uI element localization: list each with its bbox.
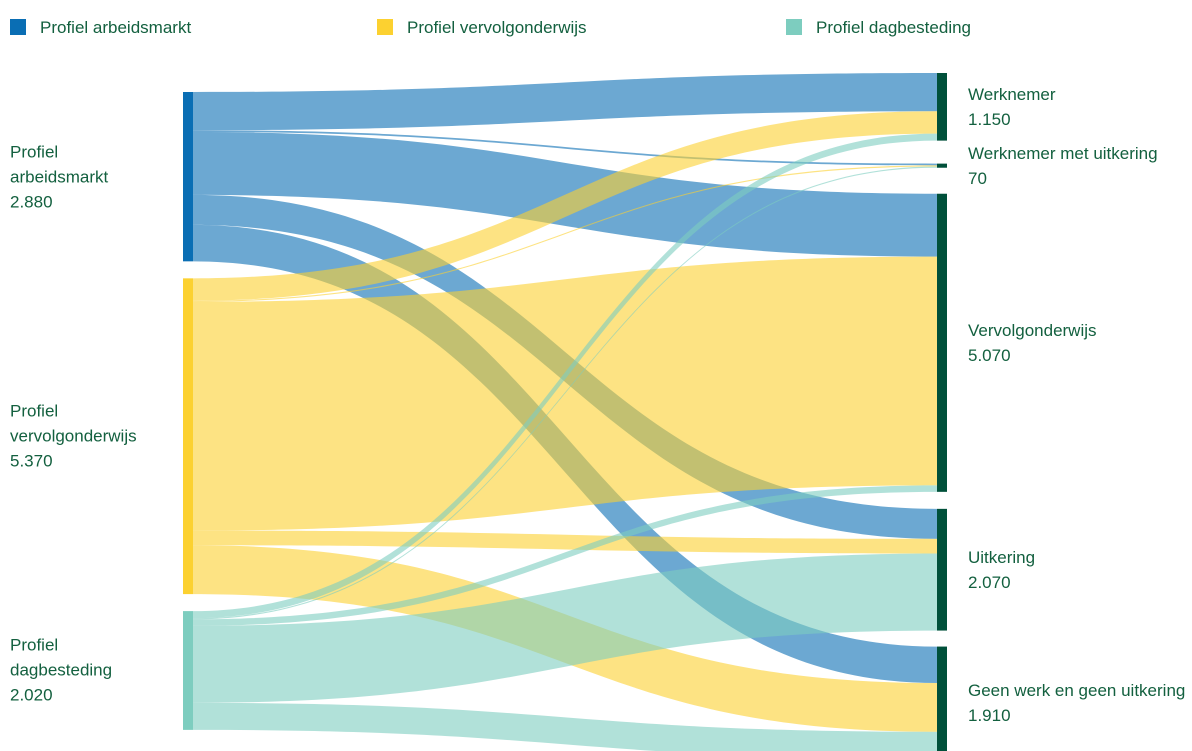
node-value: 70 (968, 168, 987, 188)
node-label: Werknemer met uitkering 70 (968, 141, 1192, 191)
flow-link (193, 485, 937, 626)
node-value: 1.150 (968, 109, 1011, 129)
node-bar (183, 611, 193, 730)
flow-link (193, 131, 937, 257)
node-value: 2.070 (968, 572, 1011, 592)
node-value: 5.370 (10, 451, 53, 471)
flow-link (193, 166, 937, 620)
node-bar (183, 278, 193, 595)
node-value: 1.910 (968, 705, 1011, 725)
node-name: Werknemer met uitkering (968, 143, 1158, 163)
node-label: Profiel arbeidsmarkt 2.880 (10, 139, 160, 214)
flow-link (193, 702, 937, 751)
flow-link (193, 111, 937, 301)
node-name: Profiel dagbesteding (10, 635, 113, 680)
flow-link (193, 130, 937, 166)
flow-link (193, 133, 937, 619)
node-bar (183, 92, 193, 262)
node-name: Profiel vervolgonderwijs (10, 401, 137, 446)
flow-link (193, 73, 937, 131)
node-label: Werknemer 1.150 (968, 82, 1192, 132)
node-name: Geen werk en geen uitkering (968, 680, 1186, 700)
node-label: Profiel dagbesteding 2.020 (10, 633, 160, 708)
node-name: Profiel arbeidsmarkt (10, 142, 109, 187)
legend-item: Profiel arbeidsmarkt (10, 18, 191, 38)
legend-item: Profiel vervolgonderwijs (377, 18, 587, 38)
node-bar (937, 646, 947, 751)
node-name: Uitkering (968, 547, 1036, 567)
node-value: 2.880 (10, 192, 53, 212)
legend-label: Profiel dagbesteding (816, 18, 972, 37)
node-bar (937, 508, 947, 631)
node-name: Werknemer (968, 84, 1056, 104)
node-bar (937, 193, 947, 492)
legend-swatch (10, 19, 26, 35)
legend-item: Profiel dagbesteding (786, 18, 971, 38)
legend-swatch (786, 19, 802, 35)
node-name: Vervolgonderwijs (968, 320, 1097, 340)
node-label: Vervolgonderwijs 5.070 (968, 318, 1192, 368)
flow-link (193, 256, 937, 531)
node-value: 2.020 (10, 685, 53, 705)
flow-link (193, 530, 937, 554)
node-value: 5.070 (968, 345, 1011, 365)
legend-label: Profiel vervolgonderwijs (407, 18, 587, 37)
node-label: Geen werk en geen uitkering 1.910 (968, 678, 1192, 728)
node-bar (937, 163, 947, 168)
legend-label: Profiel arbeidsmarkt (40, 18, 192, 37)
node-label: Profiel vervolgonderwijs 5.370 (10, 399, 160, 474)
legend-swatch (377, 19, 393, 35)
flow-link (193, 553, 937, 703)
node-bar (937, 73, 947, 141)
node-label: Uitkering 2.070 (968, 545, 1192, 595)
flow-link (193, 165, 937, 302)
